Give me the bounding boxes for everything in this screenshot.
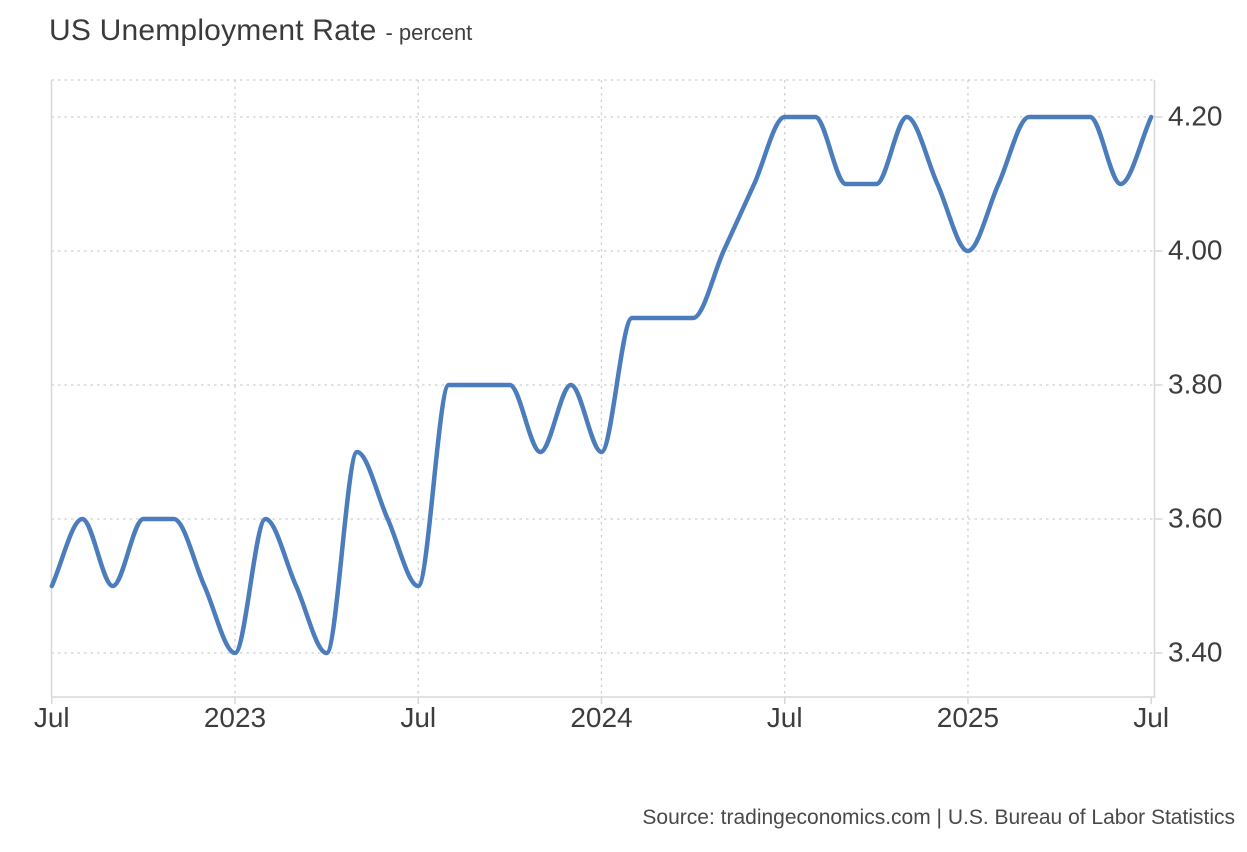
x-tick-label: Jul bbox=[33, 702, 70, 733]
y-tick-label: 4.00 bbox=[1168, 234, 1223, 266]
series-line[interactable] bbox=[49, 114, 1154, 656]
x-tick-label: 2024 bbox=[570, 702, 633, 733]
chart-title: US Unemployment Rate bbox=[49, 14, 377, 47]
y-tick-label: 3.40 bbox=[1168, 636, 1223, 668]
y-tick-label: 3.80 bbox=[1168, 368, 1223, 400]
x-tick-label: 2023 bbox=[203, 702, 267, 733]
chart-header: US Unemployment Rate - percent bbox=[49, 14, 472, 48]
y-tick-label: 3.60 bbox=[1168, 502, 1223, 534]
x-tick-label: Jul bbox=[400, 702, 437, 733]
y-tick-label: 4.20 bbox=[1168, 100, 1223, 132]
chart-subtitle: - percent bbox=[385, 20, 473, 45]
axes bbox=[50, 80, 1163, 704]
x-tick-label: Jul bbox=[1133, 702, 1170, 733]
source-attribution: Source: tradingeconomics.com | U.S. Bure… bbox=[642, 806, 1235, 829]
x-tick-label: Jul bbox=[766, 702, 803, 733]
x-tick-label: 2025 bbox=[936, 702, 1000, 733]
gridlines bbox=[51, 79, 1155, 697]
